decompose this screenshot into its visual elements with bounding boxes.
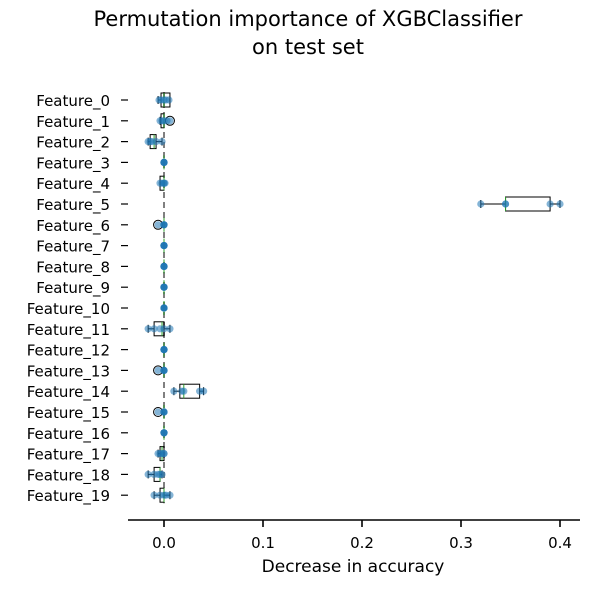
data-point [160,221,168,229]
data-point [160,346,168,354]
data-point [154,366,162,374]
y-tick-label: Feature_19 [27,487,110,506]
data-point [154,221,162,229]
data-point [150,491,158,499]
chart-title-line-1: Permutation importance of XGBClassifier [93,7,522,31]
data-point [154,408,162,416]
y-tick-label: Feature_1 [36,113,110,132]
y-tick-label: Feature_4 [36,175,110,194]
y-tick-label: Feature_12 [27,342,110,361]
x-axis-label: Decrease in accuracy [262,557,445,577]
data-point [160,366,168,374]
y-tick-label: Feature_6 [36,217,110,236]
y-tick-label: Feature_0 [36,92,110,111]
y-tick-label: Feature_13 [27,362,110,381]
data-point [160,450,168,458]
data-point [144,325,152,333]
data-point [180,387,188,395]
data-point [158,138,166,146]
data-point [150,325,158,333]
y-tick-label: Feature_11 [27,321,110,340]
data-point [161,179,169,187]
y-tick-label: Feature_10 [27,300,110,319]
x-tick-label: 0.3 [449,534,473,552]
y-tick-label: Feature_14 [27,383,110,402]
plot-area: 0.0 0.1 0.2 0.3 0.4 Feature_0 Feature_1 Feature… [27,92,580,552]
data-point [546,200,554,208]
data-point [160,325,168,333]
x-tick-label: 0.2 [350,534,374,552]
y-tick-label: Feature_18 [27,466,110,485]
y-tick-label: Feature_17 [27,446,110,465]
data-point [158,470,166,478]
data-point [501,200,510,208]
y-tick-label: Feature_3 [36,154,110,173]
data-point [160,242,168,250]
y-tick-label: Feature_16 [27,425,110,444]
data-point [160,408,168,416]
y-tick-label: Feature_8 [36,258,110,277]
data-point [200,387,208,395]
data-point [170,387,178,395]
data-point [160,304,168,312]
x-tick-label: 0.0 [152,534,176,552]
y-tick-label: Feature_5 [36,196,110,215]
y-tick-label: Feature_7 [36,238,110,257]
y-tick-label: Feature_9 [36,279,110,298]
chart-title-line-2: on test set [252,35,364,59]
x-tick-label: 0.1 [251,534,275,552]
x-tick-label: 0.4 [548,534,572,552]
data-point [144,470,152,478]
data-point [160,429,168,437]
data-point [160,158,168,166]
data-point [152,138,160,146]
iqr-box [505,196,551,212]
data-point [477,200,485,208]
data-point [166,325,174,333]
data-point [166,491,174,499]
data-point [556,200,564,208]
data-point [160,262,168,270]
y-tick-label: Feature_15 [27,404,110,423]
data-point [165,96,173,104]
data-point [160,283,168,291]
y-tick-label: Feature_2 [36,134,110,153]
data-point [166,117,174,125]
